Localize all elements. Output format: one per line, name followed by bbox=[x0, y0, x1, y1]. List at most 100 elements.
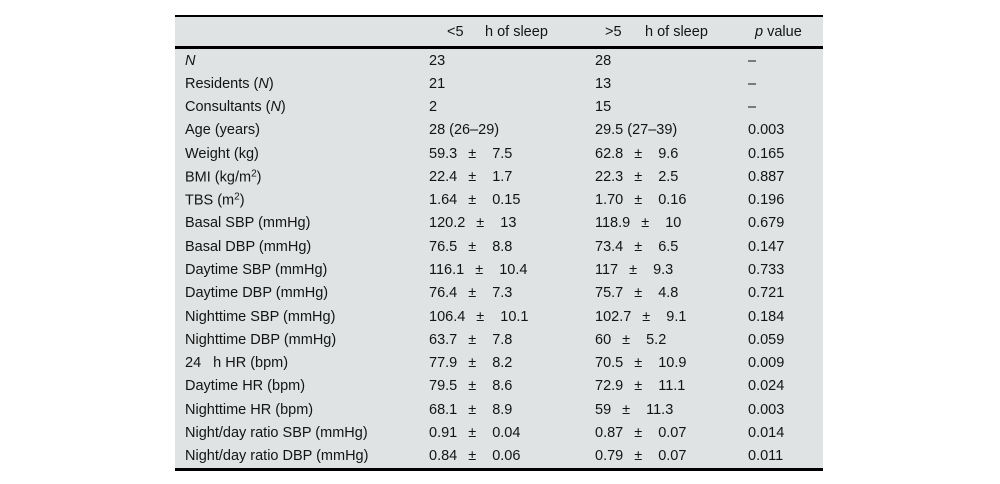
plus-minus-sign: ± bbox=[634, 448, 643, 465]
sd-value: 11.1 bbox=[658, 378, 686, 395]
mean-value: 59 bbox=[595, 401, 612, 418]
stat-text: 13 bbox=[595, 75, 612, 92]
stat-cell-under5h: 0.91 ±0.04 bbox=[429, 425, 520, 441]
table-row: Residents (N) 21 13 – bbox=[175, 72, 823, 95]
stat-cell-over5h: 0.79 ±0.07 bbox=[595, 448, 686, 464]
p-value-cell: 0.014 bbox=[748, 424, 785, 441]
table-row: Age (years) 28 (26–29) 29.5 (27–39) 0.003 bbox=[175, 119, 823, 142]
row-label: Nighttime DBP (mmHg) bbox=[185, 332, 336, 348]
stat-cell-under5h: 0.84 ±0.06 bbox=[429, 448, 520, 464]
sd-value: 0.07 bbox=[658, 424, 687, 441]
row-label: Consultants (N) bbox=[185, 99, 286, 115]
mean-value: 118.9 bbox=[595, 215, 631, 232]
plus-minus-sign: ± bbox=[622, 331, 631, 348]
p-value-cell: 0.887 bbox=[748, 168, 785, 185]
mean-value: 72.9 bbox=[595, 378, 624, 395]
plus-minus-sign: ± bbox=[642, 308, 651, 325]
mean-value: 1.64 bbox=[429, 192, 458, 209]
mean-value: 75.7 bbox=[595, 285, 624, 302]
header-col2-prefix: >5 bbox=[605, 23, 622, 40]
table-row: TBS (m2) 1.64 ±0.15 1.70 ±0.16 0.196 bbox=[175, 189, 823, 212]
plus-minus-sign: ± bbox=[629, 262, 638, 279]
header-col1-prefix: <5 bbox=[447, 23, 464, 40]
stat-cell-under5h: 22.4 ±1.7 bbox=[429, 169, 512, 185]
p-value-cell: 0.059 bbox=[748, 331, 785, 348]
stat-cell-under5h: 21 bbox=[429, 76, 445, 92]
stat-cell-over5h: 22.3 ±2.5 bbox=[595, 169, 678, 185]
mean-value: 77.9 bbox=[429, 355, 458, 372]
header-p-value: p value bbox=[755, 24, 802, 40]
sd-value: 0.16 bbox=[658, 192, 687, 209]
mean-value: 117 bbox=[595, 262, 619, 279]
header-col1-label: h of sleep bbox=[485, 23, 548, 40]
sd-value: 4.8 bbox=[658, 285, 679, 302]
row-label: 24 h HR (bpm) bbox=[185, 355, 288, 371]
row-label-segment: Basal DBP (mmHg) bbox=[185, 238, 312, 255]
row-label-segment: ) bbox=[256, 169, 262, 186]
mean-value: 1.70 bbox=[595, 192, 624, 209]
plus-minus-sign: ± bbox=[468, 424, 477, 441]
plus-minus-sign: ± bbox=[634, 145, 643, 162]
stat-text: 2 bbox=[429, 99, 438, 116]
table-row: Daytime HR (bpm) 79.5 ±8.6 72.9 ±11.1 0.024 bbox=[175, 375, 823, 398]
p-value-rest: value bbox=[763, 23, 802, 40]
stat-cell-under5h: 76.4 ±7.3 bbox=[429, 285, 512, 301]
mean-value: 22.3 bbox=[595, 168, 624, 185]
p-value-cell: 0.679 bbox=[748, 215, 785, 232]
sd-value: 10.4 bbox=[499, 262, 528, 279]
sd-value: 10.9 bbox=[658, 355, 687, 372]
p-value-cell: 0.003 bbox=[748, 401, 785, 418]
table-row: Night/day ratio DBP (mmHg) 0.84 ±0.06 0.79 ±… bbox=[175, 445, 823, 468]
p-value-cell: – bbox=[748, 75, 757, 92]
p-value-cell: 0.003 bbox=[748, 122, 785, 139]
sd-value: 10 bbox=[665, 215, 682, 232]
p-value-cell: – bbox=[748, 99, 757, 116]
row-label-segment: Daytime HR (bpm) bbox=[185, 378, 306, 395]
sd-value: 7.5 bbox=[492, 145, 513, 162]
sd-value: 11.3 bbox=[646, 401, 674, 418]
table-row: BMI (kg/m2) 22.4 ±1.7 22.3 ±2.5 0.887 bbox=[175, 165, 823, 188]
mean-value: 0.91 bbox=[429, 424, 458, 441]
mean-value: 0.79 bbox=[595, 448, 624, 465]
stat-cell-over5h: 72.9 ±11.1 bbox=[595, 378, 685, 394]
sd-value: 1.7 bbox=[492, 168, 513, 185]
row-label-segment: Nighttime DBP (mmHg) bbox=[185, 331, 337, 348]
table-row: Nighttime DBP (mmHg) 63.7 ±7.8 60 ±5.2 0.059 bbox=[175, 328, 823, 351]
row-label: Daytime SBP (mmHg) bbox=[185, 262, 327, 278]
row-label-segment: h HR (bpm) bbox=[213, 355, 289, 372]
sd-value: 7.3 bbox=[492, 285, 513, 302]
plus-minus-sign: ± bbox=[634, 238, 643, 255]
row-label-segment: Night/day ratio SBP (mmHg) bbox=[185, 424, 368, 441]
stat-cell-over5h: 118.9 ±10 bbox=[595, 215, 681, 231]
stat-cell-under5h: 106.4 ±10.1 bbox=[429, 309, 529, 325]
row-label-segment: Daytime SBP (mmHg) bbox=[185, 262, 328, 279]
sd-value: 0.04 bbox=[492, 424, 521, 441]
plus-minus-sign: ± bbox=[634, 285, 643, 302]
row-label: Weight (kg) bbox=[185, 146, 259, 162]
table-row: N 23 28 – bbox=[175, 49, 823, 72]
stat-cell-under5h: 76.5 ±8.8 bbox=[429, 239, 512, 255]
row-label-segment: 2 bbox=[251, 168, 257, 180]
stat-cell-over5h: 15 bbox=[595, 99, 611, 115]
mean-value: 73.4 bbox=[595, 238, 624, 255]
plus-minus-sign: ± bbox=[468, 448, 477, 465]
table-row: Consultants (N) 2 15 – bbox=[175, 96, 823, 119]
sd-value: 10.1 bbox=[500, 308, 529, 325]
sd-value: 9.1 bbox=[666, 308, 687, 325]
plus-minus-sign: ± bbox=[468, 331, 477, 348]
row-label-segment: N bbox=[270, 99, 281, 116]
stat-cell-under5h: 1.64 ±0.15 bbox=[429, 192, 520, 208]
plus-minus-sign: ± bbox=[468, 168, 477, 185]
table-row: Nighttime SBP (mmHg) 106.4 ±10.1 102.7 ±9.1 0… bbox=[175, 305, 823, 328]
stat-cell-under5h: 79.5 ±8.6 bbox=[429, 378, 512, 394]
sd-value: 8.9 bbox=[492, 401, 513, 418]
table-row: Daytime SBP (mmHg) 116.1 ±10.4 117 ±9.3 0.733 bbox=[175, 258, 823, 281]
summary-table: <5 h of sleep >5 h of sleep p value N 23 2… bbox=[175, 15, 823, 471]
sd-value: 0.07 bbox=[658, 448, 687, 465]
plus-minus-sign: ± bbox=[476, 308, 485, 325]
row-label: TBS (m2) bbox=[185, 192, 245, 209]
sd-value: 8.8 bbox=[492, 238, 513, 255]
row-label-segment: Daytime DBP (mmHg) bbox=[185, 285, 329, 302]
table-row: Nighttime HR (bpm) 68.1 ±8.9 59 ±11.3 0.003 bbox=[175, 398, 823, 421]
mean-value: 70.5 bbox=[595, 355, 624, 372]
